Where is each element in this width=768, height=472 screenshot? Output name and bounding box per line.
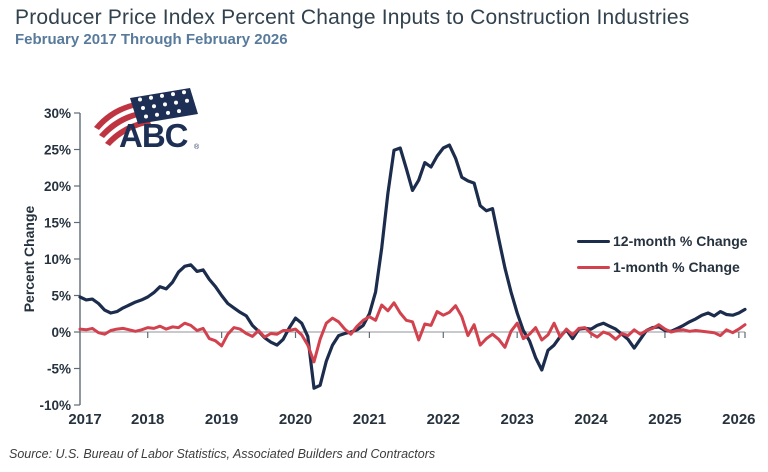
legend-item-1-month: 1-month % Change (577, 254, 748, 280)
y-tick-label: -10% (39, 398, 71, 413)
source-note: Source: U.S. Bureau of Labor Statistics,… (9, 447, 436, 461)
logo-text: ABC (119, 117, 188, 151)
x-tick-label: 2019 (205, 411, 238, 428)
series-line-1-month (78, 301, 747, 364)
legend-label-1-month: 1-month % Change (613, 259, 740, 275)
legend-swatch-12-month (577, 239, 610, 243)
logo-flag-icon (130, 88, 198, 124)
x-tick-label: 2017 (68, 411, 101, 428)
y-tick-label: 25% (44, 143, 71, 158)
chart-legend: 12-month % Change 1-month % Change (577, 228, 748, 280)
logo-flag-stripes-icon (94, 101, 151, 146)
abc-logo: ABC ® (90, 85, 208, 156)
x-tick-label: 2020 (279, 411, 312, 428)
x-tick-label: 2023 (500, 411, 533, 428)
chart-subtitle: February 2017 Through February 2026 (15, 31, 288, 48)
series-line-12-month (78, 143, 747, 390)
y-tick-label: 15% (44, 216, 71, 231)
x-tick-label: 2021 (353, 411, 386, 428)
x-tick-label: 2026 (722, 411, 755, 428)
y-tick-label: -5% (47, 362, 71, 377)
x-tick-label: 2022 (427, 411, 460, 428)
y-tick-label: 20% (44, 179, 71, 194)
y-tick-label: 0% (51, 325, 71, 340)
x-tick-label: 2018 (131, 411, 164, 428)
y-tick-label: 5% (51, 289, 71, 304)
legend-label-12-month: 12-month % Change (613, 233, 748, 249)
y-axis-title: Percent Change (21, 205, 37, 312)
y-tick-label: 10% (44, 252, 71, 267)
legend-swatch-1-month (577, 265, 610, 269)
logo-registered-mark: ® (194, 143, 200, 151)
legend-item-12-month: 12-month % Change (577, 228, 748, 254)
chart-title: Producer Price Index Percent Change Inpu… (15, 6, 690, 29)
x-tick-label: 2025 (648, 411, 681, 428)
y-tick-label: 30% (44, 106, 71, 121)
x-tick-label: 2024 (574, 411, 608, 428)
